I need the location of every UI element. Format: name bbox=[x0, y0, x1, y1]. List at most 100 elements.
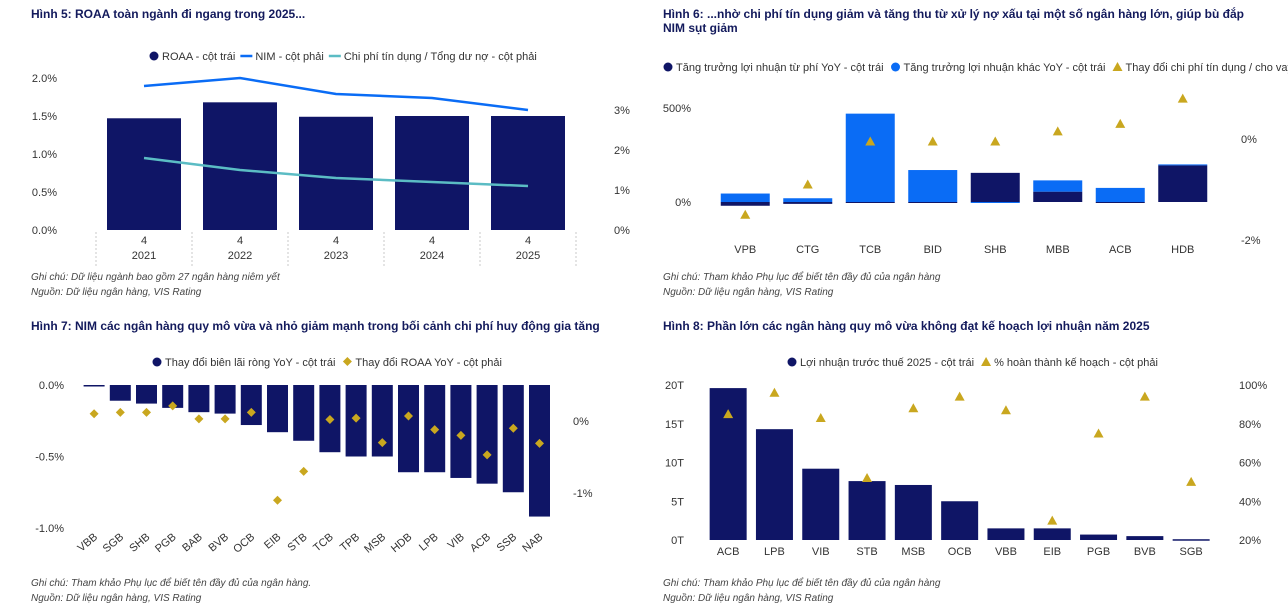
marker-SSB bbox=[508, 423, 518, 433]
x-tick-label: PGB bbox=[1087, 546, 1110, 558]
marker-VBB bbox=[89, 409, 99, 419]
bar-PGB bbox=[162, 385, 184, 408]
left-tick-label: -0.5% bbox=[35, 452, 64, 464]
fig7-source: Nguồn: Dữ liệu ngân hàng, VIS Rating bbox=[31, 593, 202, 604]
fig5-title: Hình 5: ROAA toàn ngành đi ngang trong 2… bbox=[31, 7, 306, 21]
bar-VPB-s1 bbox=[720, 193, 770, 202]
left-tick-label: 15T bbox=[665, 419, 684, 431]
x-tick-label: SHB bbox=[127, 531, 152, 555]
marker-STB bbox=[862, 473, 873, 482]
legend-label-1: Thay đổi ROAA YoY - cột phải bbox=[355, 357, 502, 369]
left-tick-label: 2.0% bbox=[32, 73, 57, 85]
marker-VBB bbox=[1000, 405, 1011, 415]
bar-ACB-s1 bbox=[1095, 187, 1145, 202]
fig8-chart: Lợi nhuận trước thuế 2025 - cột trái % ho… bbox=[665, 357, 1267, 558]
x-tick-label: SHB bbox=[984, 244, 1007, 256]
bar-STB bbox=[293, 385, 315, 441]
right-tick-label: 60% bbox=[1239, 458, 1261, 470]
bar-roaa-2024 bbox=[395, 116, 469, 230]
left-tick-label: 0.5% bbox=[32, 187, 57, 199]
legend-label-0: Thay đổi biên lãi ròng YoY - cột trái bbox=[165, 357, 335, 369]
fig5-note: Ghi chú: Dữ liệu ngành bao gồm 27 ngân h… bbox=[31, 272, 280, 283]
bar-VPB-s0 bbox=[720, 202, 770, 206]
legend-label-1: Tăng trưởng lợi nhuận khác YoY - cột trá… bbox=[904, 62, 1106, 74]
x-tick-label: MBB bbox=[1046, 244, 1070, 256]
marker-VIB bbox=[456, 430, 466, 440]
bar-TCB-s1 bbox=[845, 113, 895, 202]
left-tick-label: 10T bbox=[665, 458, 684, 470]
bar-NAB bbox=[529, 385, 550, 517]
x-tick-label: VPB bbox=[734, 244, 756, 256]
bar-SGB bbox=[1172, 539, 1210, 541]
marker-STB bbox=[299, 466, 309, 476]
bar-BVB bbox=[214, 385, 236, 414]
marker-HDB bbox=[1177, 93, 1188, 103]
fig8-note: Ghi chú: Tham khảo Phụ lục để biết tên đ… bbox=[663, 578, 941, 589]
x-tick-label: VIB bbox=[446, 531, 467, 552]
marker-SHB bbox=[142, 407, 151, 417]
marker-ACB bbox=[723, 409, 734, 419]
marker-TPB bbox=[351, 413, 361, 423]
bar-ACB bbox=[476, 385, 498, 484]
marker-EIB bbox=[1047, 515, 1058, 525]
legend-marker-2 bbox=[1112, 62, 1123, 71]
marker-SGB bbox=[1186, 476, 1197, 486]
right-tick-label: 80% bbox=[1239, 419, 1261, 431]
x-tick-label: VIB bbox=[812, 546, 830, 558]
legend-label-0: Lợi nhuận trước thuế 2025 - cột trái bbox=[800, 357, 974, 369]
x-tick-label: LPB bbox=[417, 531, 441, 554]
right-tick-label: -2% bbox=[1241, 235, 1261, 247]
fig7-note: Ghi chú: Tham khảo Phụ lục để biết tên đ… bbox=[31, 578, 312, 589]
x-tick-label: STB bbox=[856, 546, 877, 558]
bar-STB bbox=[848, 481, 886, 540]
bar-MSB bbox=[894, 484, 932, 540]
legend-dot-0 bbox=[663, 62, 673, 72]
bar-SHB bbox=[136, 385, 157, 404]
legend-dot-0 bbox=[787, 357, 797, 367]
x-tick-label: 4 bbox=[429, 235, 435, 247]
legend-label-1: % hoàn thành kế hoạch - cột phải bbox=[994, 357, 1158, 369]
marker-OCB bbox=[954, 391, 965, 401]
bar-LPB bbox=[755, 429, 793, 540]
bar-TCB-s0 bbox=[845, 202, 895, 203]
right-tick-label: 1% bbox=[614, 185, 630, 197]
fig6-chart: Tăng trưởng lợi nhuận từ phí YoY - cột t… bbox=[663, 62, 1288, 256]
left-tick-label: 1.5% bbox=[32, 111, 57, 123]
legend-label-0: Tăng trưởng lợi nhuận từ phí YoY - cột t… bbox=[676, 62, 884, 74]
x-tick-label: 4 bbox=[333, 235, 339, 247]
x-tick-label: SGB bbox=[1180, 546, 1203, 558]
legend-dot-0 bbox=[152, 357, 162, 367]
marker-EIB bbox=[273, 495, 282, 505]
bar-CTG-s1 bbox=[783, 198, 833, 202]
x-tick-label: MSB bbox=[901, 546, 925, 558]
bar-BAB bbox=[188, 385, 210, 413]
legend-dot-1 bbox=[891, 62, 901, 72]
x-tick-label: ACB bbox=[1109, 244, 1132, 256]
x-tick-label: NAB bbox=[520, 531, 545, 555]
x-tick-label: BID bbox=[924, 244, 942, 256]
fig6-source: Nguồn: Dữ liệu ngân hàng, VIS Rating bbox=[663, 287, 834, 298]
marker-MSB bbox=[377, 438, 387, 448]
bar-ACB-s0 bbox=[1095, 202, 1145, 203]
legend-dot-0 bbox=[149, 51, 159, 61]
x-tick-label: 2021 bbox=[132, 250, 156, 262]
right-tick-label: 3% bbox=[614, 105, 630, 117]
x-tick-label: 4 bbox=[237, 235, 243, 247]
line-series-2 bbox=[143, 156, 529, 188]
x-tick-label: 4 bbox=[141, 235, 147, 247]
x-tick-label: 4 bbox=[525, 235, 531, 247]
x-tick-label: SGB bbox=[101, 531, 127, 555]
right-tick-label: 20% bbox=[1239, 535, 1261, 547]
x-tick-label: BVB bbox=[1134, 546, 1156, 558]
marker-ACB bbox=[1115, 118, 1126, 128]
marker-LPB bbox=[769, 387, 780, 397]
marker-TCB bbox=[865, 136, 876, 146]
right-tick-label: 40% bbox=[1239, 496, 1261, 508]
bar-roaa-2021 bbox=[107, 118, 181, 230]
x-tick-label: SSB bbox=[495, 531, 520, 554]
x-tick-label: LPB bbox=[764, 546, 785, 558]
marker-ACB bbox=[482, 450, 492, 460]
marker-SHB bbox=[990, 136, 1001, 146]
bar-MBB-s0 bbox=[1033, 191, 1083, 202]
legend-marker-1 bbox=[342, 357, 352, 366]
